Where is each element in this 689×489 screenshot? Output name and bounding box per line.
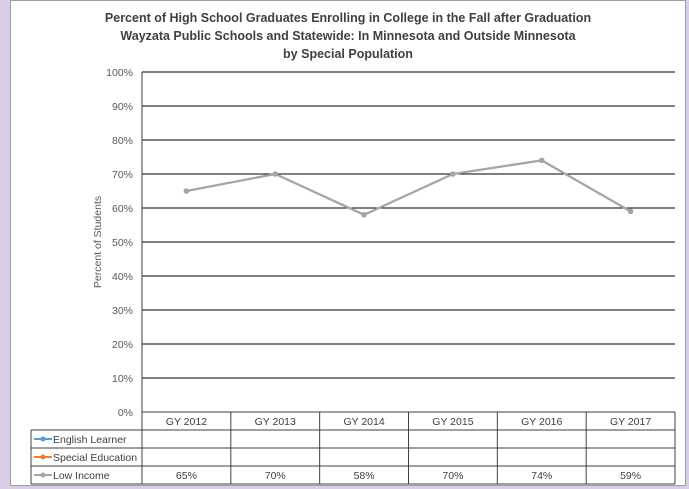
legend-key-marker [40, 472, 46, 478]
chart-title-line-2: Wayzata Public Schools and Statewide: In… [120, 29, 576, 43]
y-tick-label: 90% [112, 101, 133, 113]
data-table-value: 70% [265, 470, 286, 482]
chart-frame: Percent of High School Graduates Enrolli… [10, 0, 686, 486]
chart-plot: 0% 10% 20% 30% 40% 50% 60% 70% 80% 90% 100% Percent… [30, 67, 676, 485]
data-point [272, 171, 279, 177]
data-table-value: 59% [620, 470, 641, 482]
legend-series-name: Low Income [53, 470, 110, 482]
x-category-label: GY 2015 [432, 416, 473, 428]
legend-series-name: English Learner [53, 434, 127, 446]
legend-key-marker [40, 454, 46, 460]
x-category-label: GY 2017 [610, 416, 651, 428]
series-line [186, 159, 632, 216]
data-table-value: 58% [354, 470, 375, 482]
y-tick-label: 40% [112, 271, 133, 283]
chart-title-line-3: by Special Population [283, 47, 413, 61]
y-tick-label: 50% [112, 237, 133, 249]
y-axis-title: Percent of Students [92, 196, 104, 288]
x-category-label: GY 2013 [255, 416, 296, 428]
x-category-label: GY 2012 [166, 416, 207, 428]
data-point [450, 171, 456, 177]
data-point [627, 208, 634, 215]
chart-title-line-1: Percent of High School Graduates Enrolli… [104, 11, 592, 25]
data-point [361, 212, 367, 218]
y-tick-label: 20% [112, 339, 133, 351]
data-table-value: 65% [176, 470, 197, 482]
x-category-label: GY 2016 [521, 416, 562, 428]
y-tick-label: 10% [112, 373, 133, 385]
data-point [538, 157, 545, 164]
data-table-value: 74% [531, 470, 552, 482]
x-category-label: GY 2014 [343, 416, 384, 428]
y-tick-label: 0% [118, 407, 133, 419]
y-tick-label: 100% [106, 67, 133, 79]
y-tick-label: 80% [112, 135, 133, 147]
y-tick-label: 30% [112, 305, 133, 317]
legend-series-name: Special Education [53, 452, 137, 464]
legend-key-marker [40, 436, 46, 442]
data-table-value: 70% [442, 470, 463, 482]
data-point [183, 188, 190, 194]
y-tick-label: 70% [112, 169, 133, 181]
chart-title: Percent of High School Graduates Enrolli… [11, 9, 685, 63]
y-tick-label: 60% [112, 203, 133, 215]
